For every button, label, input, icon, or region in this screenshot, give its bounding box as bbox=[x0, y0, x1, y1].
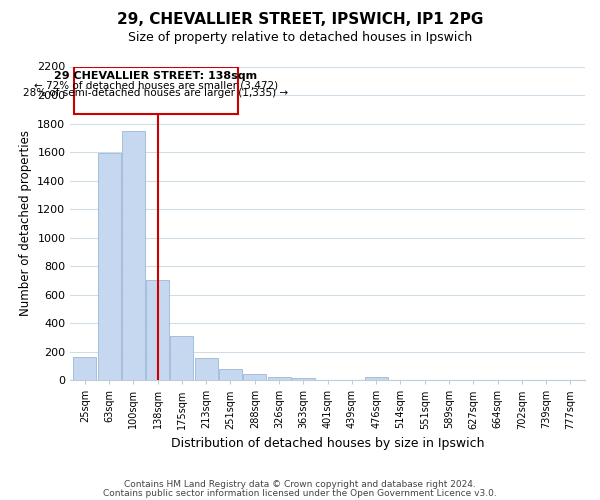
Bar bbox=[365, 378, 388, 380]
Bar bbox=[73, 358, 97, 380]
Text: 28% of semi-detached houses are larger (1,335) →: 28% of semi-detached houses are larger (… bbox=[23, 88, 289, 98]
Bar bbox=[219, 368, 242, 380]
FancyBboxPatch shape bbox=[74, 66, 238, 114]
Text: 29 CHEVALLIER STREET: 138sqm: 29 CHEVALLIER STREET: 138sqm bbox=[54, 71, 257, 81]
Text: Contains HM Land Registry data © Crown copyright and database right 2024.: Contains HM Land Registry data © Crown c… bbox=[124, 480, 476, 489]
Bar bbox=[98, 154, 121, 380]
Text: Size of property relative to detached houses in Ipswich: Size of property relative to detached ho… bbox=[128, 31, 472, 44]
Text: Contains public sector information licensed under the Open Government Licence v3: Contains public sector information licen… bbox=[103, 489, 497, 498]
Text: 29, CHEVALLIER STREET, IPSWICH, IP1 2PG: 29, CHEVALLIER STREET, IPSWICH, IP1 2PG bbox=[117, 12, 483, 28]
Bar bbox=[268, 378, 290, 380]
Bar bbox=[170, 336, 193, 380]
Bar bbox=[292, 378, 315, 380]
X-axis label: Distribution of detached houses by size in Ipswich: Distribution of detached houses by size … bbox=[171, 437, 484, 450]
Bar bbox=[146, 280, 169, 380]
Bar bbox=[194, 358, 218, 380]
Bar bbox=[243, 374, 266, 380]
Y-axis label: Number of detached properties: Number of detached properties bbox=[19, 130, 32, 316]
Text: ← 72% of detached houses are smaller (3,472): ← 72% of detached houses are smaller (3,… bbox=[34, 80, 278, 90]
Bar bbox=[122, 130, 145, 380]
